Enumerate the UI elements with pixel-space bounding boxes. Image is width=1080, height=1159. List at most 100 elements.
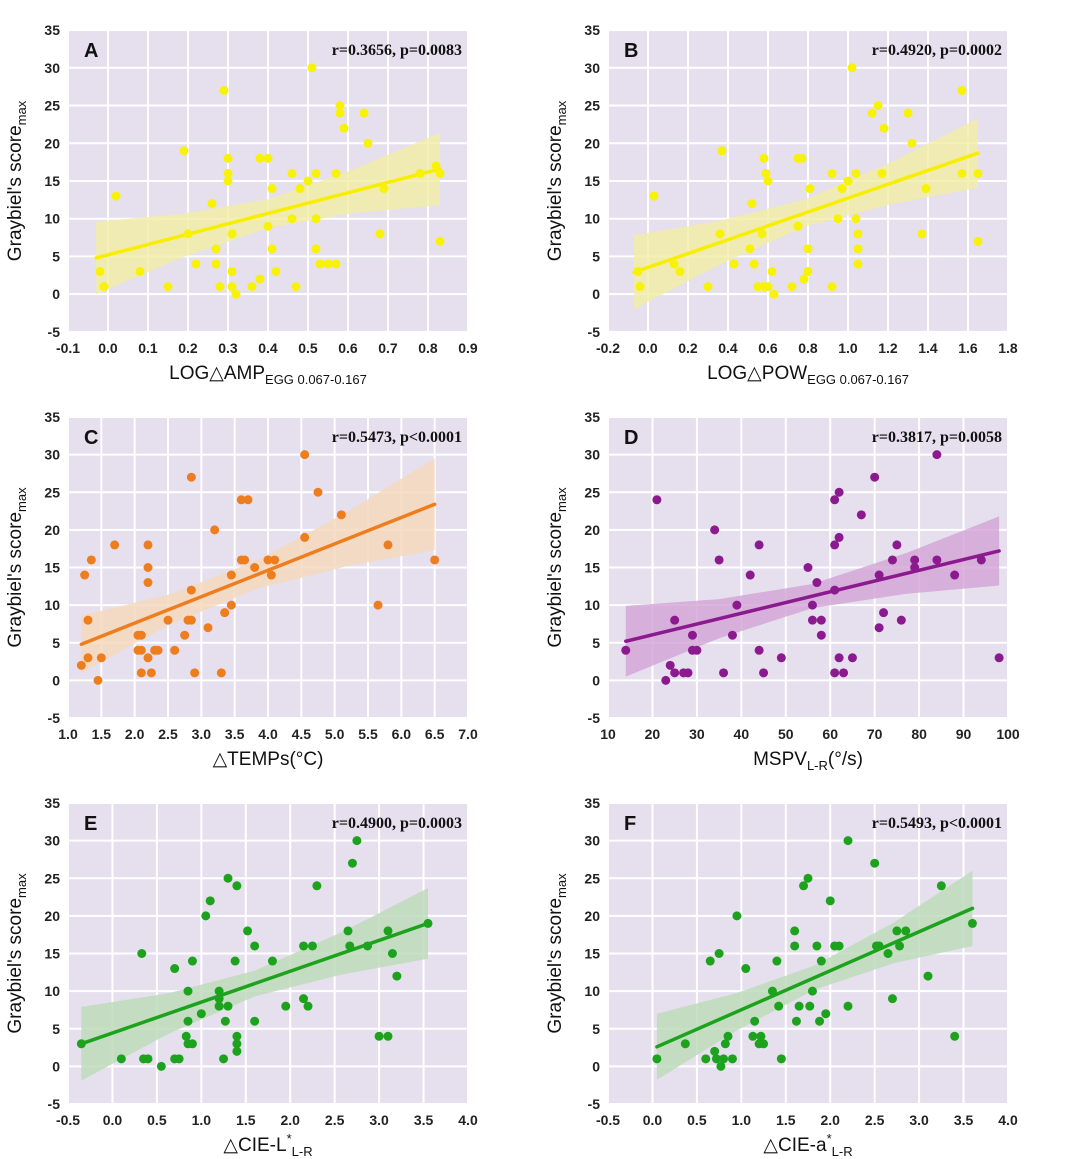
regression-layer <box>624 516 1001 677</box>
data-point <box>255 153 265 163</box>
x-tick-label: 1.2 <box>878 340 898 356</box>
panel-A: -5 0 5 10 15 20 25 30 35 -0.1 0.0 0.1 0.2 0.3 0.4 0.5 0.… <box>0 0 540 387</box>
data-point <box>243 926 253 936</box>
y-tick-label: 5 <box>52 248 60 264</box>
data-point <box>250 563 260 572</box>
data-point <box>335 101 345 111</box>
data-point <box>687 630 697 640</box>
data-point <box>754 540 764 550</box>
data-point <box>901 926 911 936</box>
data-point <box>799 274 809 284</box>
data-point <box>719 1054 729 1064</box>
data-point <box>903 108 913 118</box>
data-point <box>281 1001 291 1011</box>
data-point <box>705 956 715 966</box>
data-point <box>816 956 826 966</box>
data-point <box>805 1001 815 1011</box>
x-tick-label: 0.0 <box>638 340 658 356</box>
data-point <box>363 138 373 148</box>
scatter-chart-A: -5 0 5 10 15 20 25 30 35 -0.1 0.0 0.1 0.2 0.3 0.4 0.5 0.… <box>5 22 478 387</box>
data-point <box>339 123 349 133</box>
data-point <box>799 881 809 891</box>
data-point <box>383 540 393 550</box>
x-axis-label: △CIE-L*L-R <box>223 1131 312 1159</box>
x-tick-label: 2.0 <box>280 1112 300 1128</box>
data-point <box>387 949 397 958</box>
x-axis-label: LOG△POWEGG 0.067-0.167 <box>707 363 909 387</box>
data-point <box>86 555 96 565</box>
y-tick-label: -5 <box>48 324 61 340</box>
data-point <box>837 184 847 194</box>
data-point <box>803 244 813 254</box>
x-tick-label: 7.0 <box>458 726 478 742</box>
panel-C: -5 0 5 10 15 20 25 30 35 1.0 1.5 2.0 2.5 3.0 3.5 4.0 4.5… <box>0 387 540 773</box>
data-point <box>769 289 779 299</box>
data-point <box>669 259 679 269</box>
data-point <box>311 168 321 178</box>
x-tick-label: 0.0 <box>103 1112 123 1128</box>
data-point <box>833 214 843 224</box>
x-tick-label: 0.4 <box>718 340 738 356</box>
data-point <box>211 244 221 254</box>
data-point <box>143 1054 153 1064</box>
data-point <box>711 1054 721 1064</box>
y-tick-label: -5 <box>588 1096 601 1112</box>
y-tick-label: 30 <box>584 447 600 463</box>
data-point <box>300 450 310 460</box>
data-point <box>936 881 946 891</box>
scatter-chart-C: -5 0 5 10 15 20 25 30 35 1.0 1.5 2.0 2.5 3.0 3.5 4.0 4.5… <box>5 409 478 770</box>
x-tick-label: 3.5 <box>414 1112 434 1128</box>
data-point <box>748 1031 758 1041</box>
data-point <box>266 570 276 580</box>
data-point <box>757 229 767 239</box>
data-point <box>879 123 889 133</box>
data-point <box>807 600 817 610</box>
data-point <box>373 600 383 610</box>
data-point <box>136 630 146 640</box>
data-point <box>214 1001 224 1011</box>
data-point <box>116 1054 126 1064</box>
data-point <box>649 191 659 201</box>
data-point <box>231 289 241 299</box>
axis-label-script: max <box>14 100 29 125</box>
panel-letter: A <box>84 40 98 62</box>
x-tick-label: 0.5 <box>298 340 318 356</box>
y-tick-label: 15 <box>584 560 600 576</box>
data-point <box>670 668 680 678</box>
data-point <box>994 653 1004 663</box>
data-point <box>830 495 840 505</box>
panel-F: -5 0 5 10 15 20 25 30 35 -0.5 0.0 0.5 1.0 1.5 2.0 2.5 3.… <box>540 773 1080 1159</box>
data-point <box>675 266 685 277</box>
panel-E: -5 0 5 10 15 20 25 30 35 -0.5 0.0 0.5 1.0 1.5 2.0 2.5 3.… <box>0 773 540 1159</box>
axis-label-main: Graybiel's score <box>5 898 26 1034</box>
correlation-annotation: r=0.5493, p<0.0001 <box>872 815 1002 832</box>
correlation-annotation: r=0.5473, p<0.0001 <box>332 429 462 446</box>
y-tick-label: 35 <box>44 795 60 811</box>
data-point <box>196 1009 206 1019</box>
data-point <box>761 168 771 178</box>
data-point <box>163 615 173 625</box>
data-point <box>181 1031 191 1041</box>
data-point <box>203 623 213 633</box>
axis-label-script: * <box>827 1131 832 1146</box>
data-point <box>870 858 880 868</box>
data-point <box>910 563 920 572</box>
x-tick-label: 10 <box>600 726 616 742</box>
data-point <box>205 896 215 906</box>
axis-label-main: Graybiel's score <box>545 512 566 648</box>
confidence-band <box>656 870 973 1080</box>
x-tick-label: 1.4 <box>918 340 938 356</box>
data-point <box>183 1016 193 1026</box>
x-tick-label: 90 <box>956 726 972 742</box>
data-point <box>187 956 197 966</box>
data-point <box>921 184 931 194</box>
data-point <box>776 653 786 663</box>
correlation-annotation: r=0.4900, p=0.0003 <box>332 815 462 832</box>
data-point <box>76 1039 86 1049</box>
axis-label-main: Graybiel's score <box>5 512 26 648</box>
data-point <box>803 873 813 883</box>
data-point <box>223 153 233 163</box>
y-tick-label: 5 <box>592 248 600 264</box>
data-point <box>232 1046 242 1056</box>
